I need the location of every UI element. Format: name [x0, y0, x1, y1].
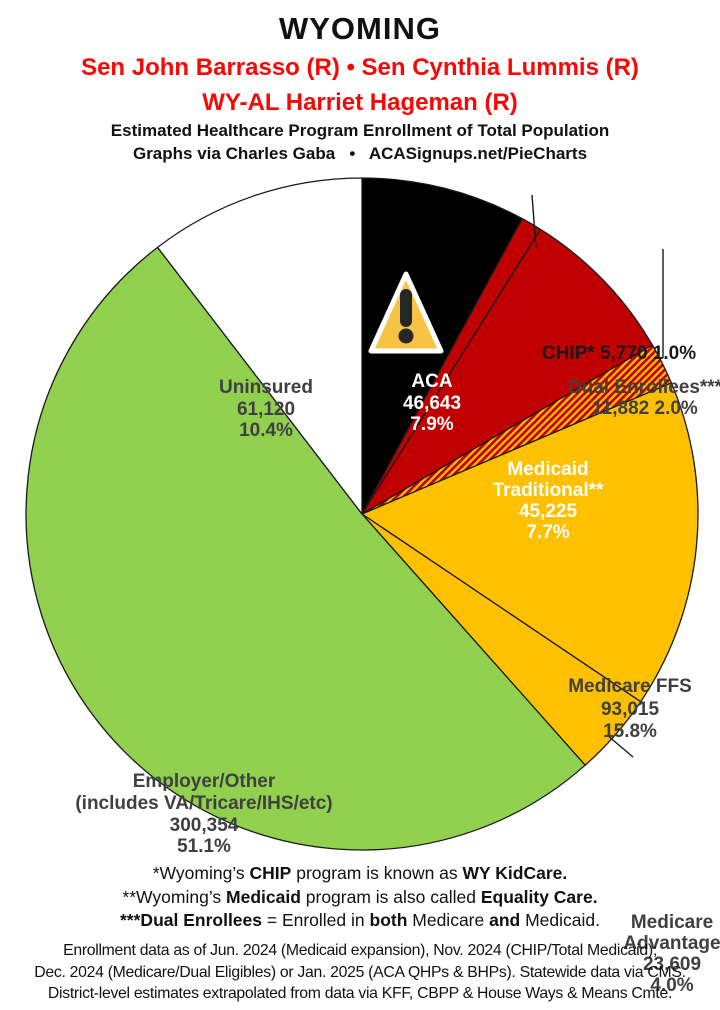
footnote-chip: *Wyoming’s CHIP program is known as WY K…	[152, 863, 568, 883]
slice-value: 61,120	[236, 398, 296, 420]
slice-name: Uninsured	[219, 377, 313, 398]
pie-slice-uninsured	[156, 177, 363, 515]
medicare-advantage-leader-line	[606, 734, 634, 758]
chip-leader-line	[531, 194, 537, 249]
senators-line: Sen John Barrasso (R) • Sen Cynthia Lumm…	[81, 54, 639, 81]
label-chip: CHIP* 5,770 1.0%	[509, 344, 720, 364]
chart-subtitle: Estimated Healthcare Program Enrollment …	[110, 121, 610, 140]
slice-pct: 2.0%	[654, 398, 698, 419]
slice-pct: 7.9%	[410, 414, 454, 435]
attribution-line: Graphs via Charles Gaba • ACASignups.net…	[132, 144, 588, 163]
slice-pct: 7.7%	[526, 522, 570, 543]
leader-lines	[531, 194, 664, 758]
slice-value: 11,882	[592, 398, 650, 419]
slice-value: 23,609	[642, 954, 702, 975]
pie-slice-employer-other	[25, 246, 586, 851]
slice-name: CHIP*	[541, 343, 595, 364]
label-dual-enrollees: Dual Enrollees*** 11,882 2.0%	[545, 377, 720, 419]
pie-slice-medicare-ffs	[361, 382, 699, 703]
footnote-medicaid: **Wyoming’s Medicaid program is also cal…	[122, 886, 598, 907]
source-note-block: Enrollment data as of Jun. 2024 (Medicai…	[0, 940, 720, 1005]
slice-pct: 15.8%	[603, 721, 657, 742]
slice-pct: 4.0%	[650, 975, 694, 996]
page-title: WYOMING	[279, 11, 441, 46]
slice-name: Employer/Other	[132, 771, 276, 792]
pie-chart-area: Uninsured 61,120 10.4% ACA 46,643 7.9% C…	[0, 170, 720, 996]
footnotes-block: *Wyoming’s CHIP program is known as WY K…	[0, 862, 720, 933]
slice-value: 300,354	[169, 814, 239, 836]
pie-slice-aca	[361, 177, 523, 515]
label-aca: ACA 46,643 7.9%	[362, 371, 502, 436]
slice-sublabel: (includes VA/Tricare/IHS/etc)	[75, 792, 333, 814]
label-medicaid-traditional: Medicaid Traditional** 45,225 7.7%	[473, 459, 623, 543]
label-medicare-ffs: Medicare FFS 93,015 15.8%	[545, 676, 715, 744]
source-note-line3: District-level estimates extrapolated fr…	[47, 985, 673, 1002]
label-uninsured: Uninsured 61,120 10.4%	[176, 377, 356, 442]
slice-name: Dual Enrollees***	[567, 377, 720, 398]
slice-value: 93,015	[600, 698, 660, 720]
label-medicare-advantage: Medicare Advantage 23,609 4.0%	[611, 912, 720, 996]
slice-pct: 10.4%	[239, 420, 293, 441]
slice-name: Medicare FFS	[568, 676, 692, 697]
pie-slices	[25, 177, 699, 851]
footnote-dual: ***Dual Enrollees = Enrolled in both Med…	[120, 910, 600, 930]
label-employer-other: Employer/Other (includes VA/Tricare/IHS/…	[54, 771, 354, 858]
pie-chart	[25, 177, 699, 851]
slice-pct: 51.1%	[177, 836, 231, 858]
slice-name: Medicaid Traditional**	[492, 459, 604, 501]
source-note-line2: Dec. 2024 (Medicare/Dual Eligibles) or J…	[34, 963, 686, 981]
slice-pct: 1.0%	[652, 343, 697, 364]
source-note-line1: Enrollment data as of Jun. 2024 (Medicai…	[63, 942, 657, 959]
slice-name: ACA	[411, 371, 453, 392]
representative-line: WY-AL Harriet Hageman (R)	[202, 89, 518, 116]
slice-name: Medicare Advantage	[623, 912, 720, 954]
slice-value: 45,225	[518, 501, 578, 522]
pie-slice-medicaid-traditional	[361, 228, 654, 515]
slice-value: 5,770	[599, 343, 648, 364]
slice-value: 46,643	[402, 392, 462, 414]
warning-triangle-icon	[368, 271, 444, 354]
